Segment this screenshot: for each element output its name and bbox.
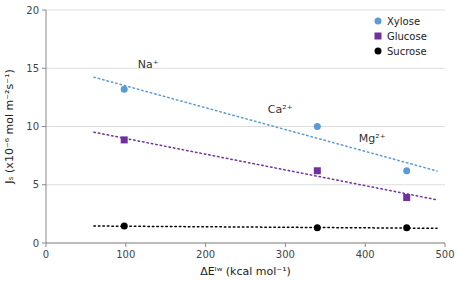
tick (445, 243, 446, 247)
y-axis (46, 10, 47, 243)
grid-line (46, 184, 445, 185)
grid-line (46, 68, 445, 69)
plot-area (94, 77, 437, 231)
legend: Xylose Glucose Sucrose (375, 16, 427, 57)
tick (365, 243, 366, 247)
tick-label: 0 (43, 249, 49, 260)
tick (285, 243, 286, 247)
point (121, 86, 128, 93)
tick (42, 184, 46, 185)
chart: 051015200100200300400500ΔEᴵʷ (kcal mol⁻¹… (0, 0, 457, 281)
point (121, 223, 128, 230)
grid-line (46, 126, 445, 127)
trendline (94, 77, 437, 171)
point (314, 167, 321, 174)
point (314, 123, 321, 130)
point (121, 136, 128, 143)
tick-label: 15 (26, 63, 39, 74)
legend-label: Xylose (387, 16, 420, 27)
trendline (94, 132, 437, 200)
legend-marker (375, 48, 382, 55)
tick-label: 400 (356, 249, 375, 260)
grid-line (46, 243, 445, 244)
tick-label: 10 (26, 121, 39, 132)
x-axis (46, 243, 445, 244)
tick (42, 10, 46, 11)
tick-label: 200 (196, 249, 215, 260)
legend-marker (375, 33, 382, 40)
tick (46, 243, 47, 247)
tick-label: 20 (26, 5, 39, 16)
tick (205, 243, 206, 247)
point (403, 194, 410, 201)
tick-label: 0 (33, 238, 39, 249)
tick-label: 5 (33, 179, 39, 190)
tick (125, 243, 126, 247)
annotation: Ca²⁺ (268, 103, 293, 116)
tick-label: 100 (116, 249, 135, 260)
tick (42, 243, 46, 244)
legend-label: Sucrose (387, 46, 427, 57)
trendline (94, 226, 437, 228)
point (403, 167, 410, 174)
y-axis-label: Jₛ (x10⁻⁶ mol m⁻²s⁻¹) (3, 69, 16, 185)
tick (42, 126, 46, 127)
tick (42, 68, 46, 69)
annotation: Na⁺ (138, 58, 159, 71)
tick-label: 300 (276, 249, 295, 260)
point (403, 224, 410, 231)
point (314, 224, 321, 231)
x-axis-label: ΔEᴵʷ (kcal mol⁻¹) (200, 265, 291, 278)
grid-line (46, 10, 445, 11)
annotation: Mg²⁺ (359, 132, 386, 145)
tick-label: 500 (435, 249, 454, 260)
legend-label: Glucose (387, 31, 427, 42)
legend-marker (375, 18, 382, 25)
